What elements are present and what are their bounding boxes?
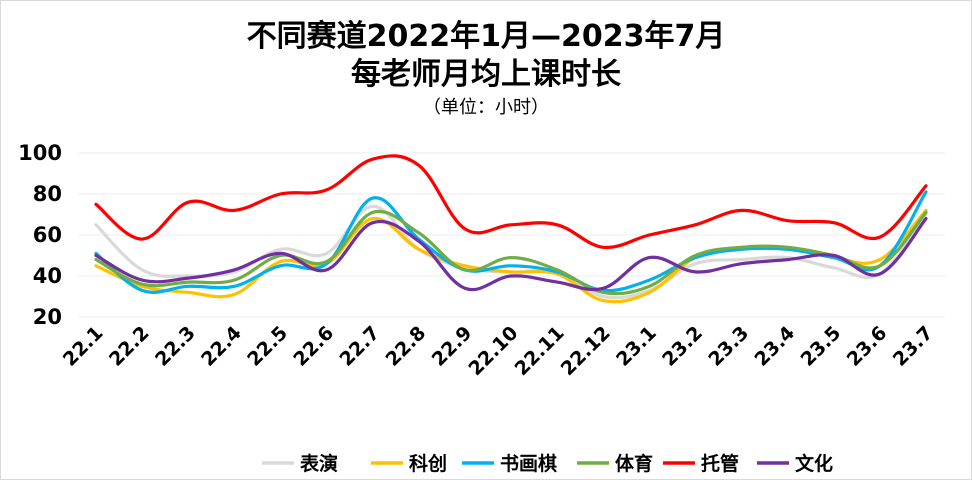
chart-subtitle: （单位：小时）: [423, 97, 549, 118]
y-tick-label: 60: [33, 223, 62, 247]
x-tick-label: 23.7: [889, 322, 938, 371]
chart-title-line2: 每老师月均上课时长: [351, 57, 621, 92]
x-tick-label: 23.4: [750, 322, 799, 371]
x-tick-label: 23.1: [612, 322, 661, 371]
x-tick-label: 23.3: [704, 322, 753, 371]
y-tick-label: 100: [18, 141, 62, 165]
x-tick-label: 22.2: [105, 322, 154, 371]
x-tick-label: 22.10: [464, 322, 522, 380]
legend-label-1: 科创: [409, 452, 447, 475]
y-axis-ticks: 20 40 60 80 100: [18, 141, 62, 329]
legend-label-0: 表演: [300, 452, 338, 475]
legend-label-2: 书画棋: [500, 452, 557, 475]
y-tick-label: 40: [33, 264, 62, 288]
chart-title-line1: 不同赛道2022年1月—2023年7月: [247, 19, 726, 54]
gridlines: [78, 152, 945, 318]
legend-label-4: 托管: [701, 452, 739, 475]
y-tick-label: 80: [33, 182, 62, 206]
x-tick-label: 22.7: [335, 322, 384, 371]
x-tick-label: 23.6: [843, 322, 892, 371]
x-tick-label: 22.12: [557, 322, 615, 380]
x-tick-label: 22.11: [511, 322, 569, 380]
series-line-3: [94, 209, 928, 296]
x-tick-label: 22.1: [59, 322, 108, 371]
series-lines: [94, 154, 928, 304]
series-line-4: [94, 154, 928, 250]
x-axis-ticks: 22.122.222.322.422.522.622.722.822.922.1…: [59, 322, 938, 380]
x-tick-label: 23.5: [797, 322, 846, 371]
legend: 表演 科创 书画棋 体育 托管 文化: [262, 452, 833, 475]
x-tick-label: 22.4: [197, 322, 246, 371]
y-tick-label: 20: [33, 305, 62, 329]
legend-label-5: 文化: [795, 452, 833, 475]
series-line-5: [94, 217, 928, 292]
series-line-2: [94, 190, 928, 294]
x-tick-label: 22.5: [243, 322, 292, 371]
x-tick-label: 22.6: [289, 322, 338, 371]
x-tick-label: 22.8: [382, 322, 431, 371]
x-tick-label: 22.3: [151, 322, 200, 371]
x-tick-label: 23.2: [658, 322, 707, 371]
legend-label-3: 体育: [615, 452, 653, 475]
